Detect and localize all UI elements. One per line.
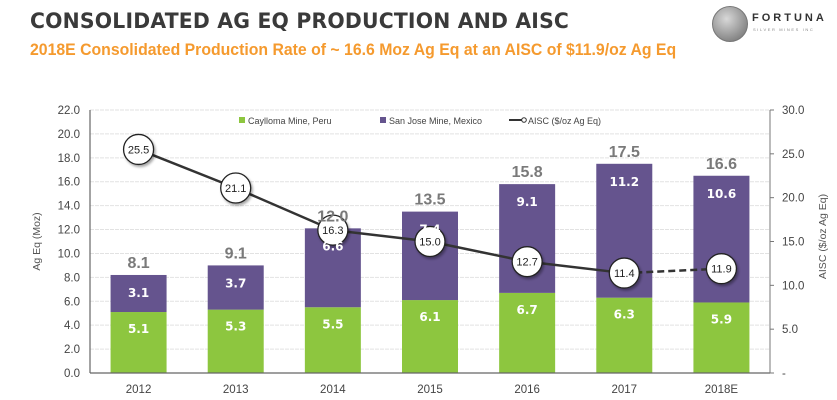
legend-label-caylloma: Caylloma Mine, Peru [248, 116, 332, 126]
caylloma-value-label: 6.7 [517, 303, 538, 317]
y-tick-label: 6.0 [64, 296, 80, 308]
aisc-point [705, 253, 738, 285]
y2-tick-label: - [782, 368, 786, 380]
y2-axis-title: AISC ($/oz Ag Eq) [817, 194, 829, 279]
bars [110, 163, 750, 373]
san-jose-value-label: 11.2 [609, 175, 639, 189]
legend-swatch-san-jose [380, 117, 386, 123]
bar-caylloma [402, 300, 458, 373]
y-tick-label: 20.0 [58, 129, 80, 141]
aisc-point [511, 246, 543, 278]
y2-tick-label: 30.0 [782, 105, 804, 117]
x-tick-label: 2013 [223, 384, 249, 396]
aisc-value-label: 11.9 [711, 264, 732, 276]
page-title: CONSOLIDATED AG EQ PRODUCTION AND AISC [30, 9, 570, 33]
aisc-value-label: 21.1 [225, 183, 246, 195]
san-jose-value-label: 9.1 [517, 195, 538, 209]
san-jose-value-label: 6.6 [322, 239, 343, 253]
total-value-label: 17.5 [609, 144, 640, 161]
logo-subtext: SILVER MINES INC [753, 27, 815, 32]
aisc-point [317, 214, 349, 246]
x-tick-label: 2015 [417, 384, 443, 396]
caylloma-value-label: 6.3 [614, 308, 635, 322]
company-logo: FORTUNA SILVER MINES INC [712, 6, 832, 42]
bar-san-jose [207, 265, 264, 310]
y-tick-label: 0.0 [64, 368, 80, 380]
y-tick-label: 4.0 [64, 320, 80, 332]
y-tick-label: 10.0 [58, 248, 80, 260]
total-value-label: 13.5 [414, 192, 445, 209]
san-jose-value-label: 3.1 [128, 286, 149, 300]
total-value-label: 16.6 [706, 156, 737, 173]
y-tick-label: 8.0 [64, 272, 80, 284]
total-value-label: 9.1 [225, 245, 247, 262]
bar-caylloma [304, 307, 361, 373]
caylloma-value-label: 5.5 [322, 317, 343, 331]
aisc-value-label: 11.4 [614, 268, 635, 280]
y-tick-label: 18.0 [58, 153, 80, 165]
aisc-line-segment [332, 228, 431, 243]
total-value-label: 8.1 [127, 255, 149, 272]
total-value-label: 15.8 [512, 164, 543, 181]
y-tick-label: 14.0 [58, 201, 80, 213]
x-tick-label: 2014 [320, 384, 346, 396]
bar-caylloma [596, 297, 653, 373]
x-tick-label: 2018E [705, 384, 739, 396]
aisc-value-label: 16.3 [322, 225, 343, 237]
legend-label-aisc: AISC ($/oz Ag Eq) [528, 116, 601, 126]
y-tick-label: 12.0 [58, 225, 80, 237]
legend-label-san-jose: San Jose Mine, Mexico [389, 116, 482, 126]
aisc-point [414, 225, 446, 258]
x-tick-label: 2012 [126, 384, 152, 396]
aisc-value-label: 15.0 [419, 237, 440, 249]
bar-caylloma [110, 312, 167, 373]
caylloma-value-label: 5.3 [225, 320, 246, 334]
aisc-line-segment [429, 240, 528, 263]
x-tick-label: 2016 [514, 384, 540, 396]
logo-name: FORTUNA [752, 12, 827, 24]
legend-swatch-caylloma [239, 117, 245, 123]
aisc-line [122, 133, 738, 289]
bar-caylloma [207, 309, 264, 373]
san-jose-value-label: 10.6 [707, 187, 737, 201]
y2-tick-label: 15.0 [782, 237, 804, 249]
y-tick-label: 16.0 [58, 177, 80, 189]
y-axis-title: Ag Eq (Moz) [31, 212, 43, 270]
legend: Caylloma Mine, Peru San Jose Mine, Mexico… [239, 116, 601, 126]
bar-caylloma [693, 302, 750, 373]
y-tick-label: 2.0 [64, 344, 80, 356]
bar-caylloma [499, 292, 556, 373]
y2-tick-label: 25.0 [782, 149, 804, 161]
aisc-point [122, 133, 155, 166]
aisc-line-segment [138, 148, 237, 190]
aisc-line-segment [526, 260, 625, 275]
aisc-value-label: 12.7 [516, 257, 537, 269]
silver-coin-icon [712, 6, 748, 42]
aisc-point [608, 257, 640, 289]
san-jose-value-label: 7.4 [419, 223, 440, 237]
caylloma-value-label: 5.9 [711, 312, 732, 326]
y2-tick-label: 10.0 [782, 280, 804, 292]
axes: 0.0 2.0 4.0 6.0 8.0 10.0 12.0 14.0 16.0 18.0 20.0 2… [31, 105, 829, 396]
san-jose-value-label: 3.7 [225, 276, 246, 290]
y2-tick-label: 20.0 [782, 193, 804, 205]
caylloma-value-label: 5.1 [128, 322, 149, 336]
data-labels: 5.1 3.1 8.1 5.3 3.7 9.1 5.5 6.6 12.0 6.1 7.4 13.5 6.… [127, 144, 737, 336]
page-subtitle: 2018E Consolidated Production Rate of ~ … [30, 40, 677, 59]
aisc-point [220, 172, 252, 204]
aisc-value-label: 25.5 [128, 144, 149, 156]
caylloma-value-label: 6.1 [419, 310, 440, 324]
aisc-line-segment-dashed [624, 267, 722, 275]
y-tick-label: 22.0 [58, 105, 80, 117]
total-value-label: 12.0 [317, 208, 348, 225]
bar-san-jose [110, 274, 167, 313]
y2-tick-label: 5.0 [782, 324, 798, 336]
aisc-line-segment [235, 186, 334, 232]
x-tick-label: 2017 [611, 384, 637, 396]
legend-swatch-aisc-marker [521, 117, 527, 123]
